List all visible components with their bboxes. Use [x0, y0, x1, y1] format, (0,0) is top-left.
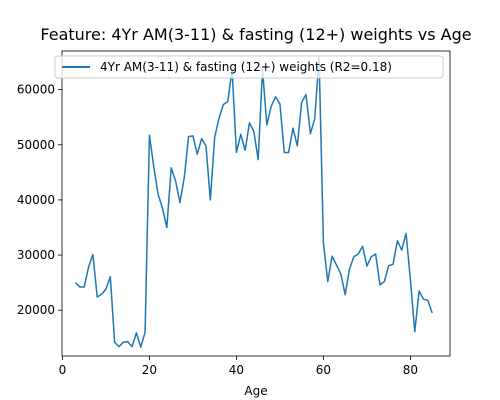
y-tick-label: 20000 [17, 303, 55, 317]
axes: 0 20 40 60 80 20000 30000 40000 50000 60000 [17, 50, 451, 377]
series-line [74, 56, 433, 348]
y-tick-label: 30000 [17, 248, 55, 262]
legend-box [54, 55, 444, 79]
y-tick-label: 60000 [17, 83, 55, 97]
x-tick-label: 60 [316, 363, 331, 377]
x-tick-label: 20 [142, 363, 157, 377]
x-tick-label: 80 [403, 363, 418, 377]
legend-entry-label: 4Yr AM(3-11) & fasting (12+) weights (R2… [100, 60, 392, 74]
chart-title: Feature: 4Yr AM(3-11) & fasting (12+) we… [40, 25, 471, 44]
y-tick-label: 50000 [17, 138, 55, 152]
x-tick-label: 0 [59, 363, 67, 377]
plot-area [74, 56, 433, 348]
y-tick-label: 40000 [17, 193, 55, 207]
legend: 4Yr AM(3-11) & fasting (12+) weights (R2… [54, 55, 444, 79]
axes-frame [61, 50, 451, 357]
x-tick-label: 40 [229, 363, 244, 377]
x-axis-label: Age [244, 384, 267, 398]
